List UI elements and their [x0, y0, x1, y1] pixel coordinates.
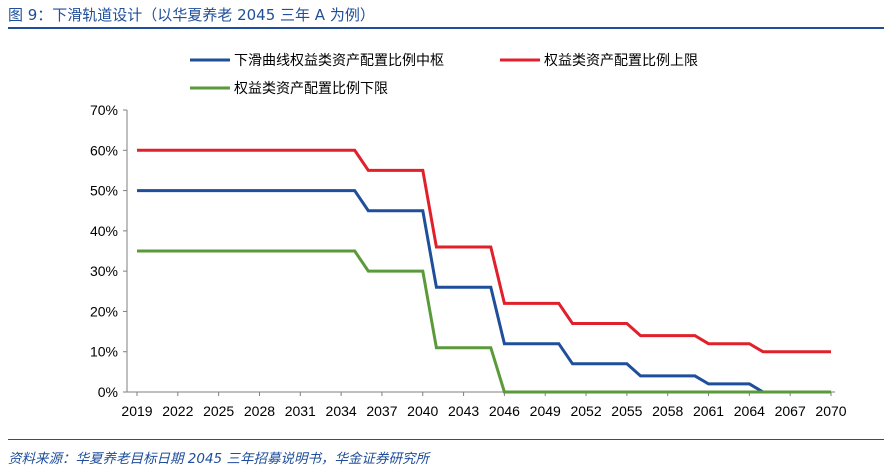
- y-axis: 0% 10% 20% 30% 40% 50% 60% 70%: [90, 102, 128, 400]
- x-tick-label: 2067: [775, 403, 806, 419]
- source-divider: [8, 439, 884, 440]
- x-tick-label: 2058: [652, 403, 683, 419]
- x-tick-label: 2052: [570, 403, 601, 419]
- x-tick-label: 2028: [244, 403, 275, 419]
- series-line-2: [137, 148, 831, 354]
- x-tick-label: 2049: [530, 403, 561, 419]
- source-note: 资料来源：华夏养老目标日期 2045 三年招募说明书，华金证券研究所: [8, 451, 429, 467]
- y-tick-label: 50%: [90, 183, 118, 199]
- x-tick-label: 2061: [693, 403, 724, 419]
- x-tick-label: 2031: [285, 403, 316, 419]
- legend-label-3: 权益类资产配置比例下限: [234, 80, 388, 96]
- x-tick-label: 2070: [815, 403, 846, 419]
- y-tick-label: 60%: [90, 142, 118, 158]
- y-tick-label: 20%: [90, 303, 118, 319]
- title-divider: [8, 27, 884, 29]
- x-tick-label: 2046: [489, 403, 520, 419]
- x-tick-label: 2055: [611, 403, 642, 419]
- x-tick-label: 2022: [162, 403, 193, 419]
- x-tick-label: 2043: [448, 403, 479, 419]
- y-tick-label: 70%: [90, 102, 118, 118]
- y-tick-label: 0%: [98, 384, 118, 400]
- x-axis: 2019 2022 2025 2028 2031 2034 2037 2040 2043 2046…: [121, 391, 847, 419]
- x-tick-label: 2025: [203, 403, 234, 419]
- series-line-3: [137, 249, 831, 394]
- series-line-1: [137, 189, 764, 394]
- legend-label-1: 下滑曲线权益类资产配置比例中枢: [234, 52, 444, 68]
- figure-title: 图 9：下滑轨道设计（以华夏养老 2045 三年 A 为例）: [8, 6, 375, 24]
- plot-area: [137, 148, 831, 394]
- x-tick-label: 2040: [407, 403, 438, 419]
- x-tick-label: 2034: [326, 403, 357, 419]
- y-tick-label: 10%: [90, 344, 118, 360]
- x-tick-label: 2019: [121, 403, 152, 419]
- legend-label-2: 权益类资产配置比例上限: [544, 52, 698, 68]
- y-tick-label: 30%: [90, 263, 118, 279]
- x-tick-label: 2064: [734, 403, 765, 419]
- x-tick-label: 2037: [366, 403, 397, 419]
- y-tick-label: 40%: [90, 223, 118, 239]
